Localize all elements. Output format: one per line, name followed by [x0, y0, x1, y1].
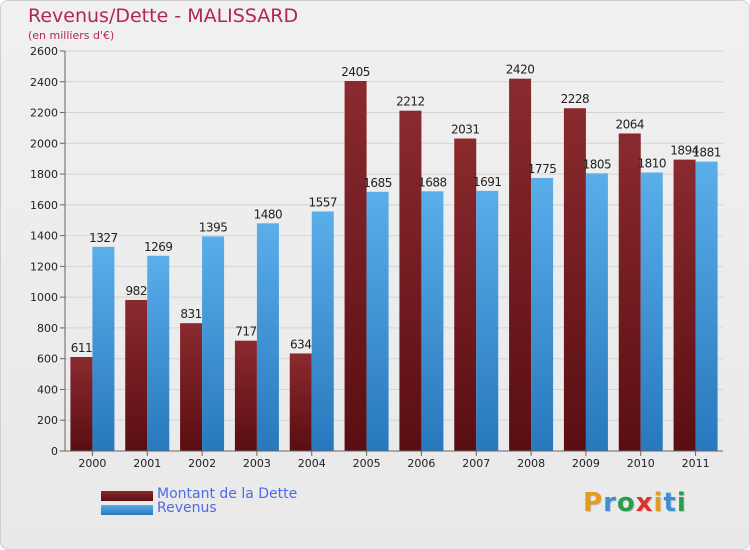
bar-revenus	[695, 161, 718, 451]
y-tick-label: 1600	[30, 199, 58, 212]
y-tick-label: 1000	[30, 291, 58, 304]
legend-swatch-dette	[101, 491, 153, 501]
y-tick-label: 2000	[30, 137, 58, 150]
bar-dette	[344, 81, 367, 451]
bar-revenus	[531, 177, 554, 451]
y-tick-label: 0	[51, 445, 58, 458]
x-tick-label: 2011	[682, 457, 710, 470]
x-tick-label: 2005	[353, 457, 381, 470]
bar-revenus	[147, 255, 170, 451]
bar-dette	[70, 357, 93, 451]
bar-revenus	[311, 211, 334, 451]
data-label-revenus: 1327	[89, 231, 118, 245]
logo-letter: P	[583, 488, 604, 518]
x-tick-label: 2003	[243, 457, 271, 470]
bar-revenus	[366, 191, 389, 451]
data-label-dette: 2228	[561, 92, 590, 106]
x-tick-label: 2008	[517, 457, 545, 470]
bar-dette	[234, 340, 257, 451]
bar-dette	[454, 138, 477, 452]
y-tick-label: 600	[37, 353, 58, 366]
x-tick-label: 2006	[407, 457, 435, 470]
data-label-revenus: 1691	[473, 175, 502, 189]
bar-revenus	[421, 191, 444, 452]
y-tick-label: 2200	[30, 107, 58, 120]
chart-title: Revenus/Dette - MALISSARD	[28, 5, 299, 27]
data-label-revenus: 1557	[308, 195, 337, 209]
data-label-dette: 2420	[506, 63, 535, 77]
logo-letter: t	[663, 488, 677, 518]
proxiti-logo: Proxiti	[583, 488, 687, 518]
y-tick-label: 200	[37, 414, 58, 427]
logo-letter: r	[603, 488, 617, 518]
data-label-revenus: 1881	[692, 146, 721, 160]
data-label-dette: 634	[290, 337, 311, 351]
y-axis: 0 200 400 600 800 1000 1200 1400 1600 1800 2000 220…	[30, 45, 66, 458]
legend-swatch-revenus	[101, 505, 153, 515]
bar-dette	[509, 78, 532, 451]
bar-revenus	[256, 223, 279, 451]
logo-letter: x	[635, 488, 654, 518]
data-label-revenus: 1805	[583, 157, 612, 171]
data-label-revenus: 1775	[528, 162, 557, 176]
logo-letter: i	[653, 488, 664, 518]
bar-revenus	[92, 246, 115, 451]
bar-revenus	[476, 190, 499, 451]
data-label-dette: 982	[126, 284, 147, 298]
data-label-dette: 2064	[615, 117, 644, 131]
data-label-revenus: 1685	[363, 176, 392, 190]
data-label-dette: 2212	[396, 95, 425, 109]
data-label-dette: 2405	[341, 65, 370, 79]
data-label-revenus: 1810	[637, 157, 666, 171]
bar-dette	[563, 108, 586, 451]
x-tick-label: 2010	[627, 457, 655, 470]
bar-dette	[673, 159, 696, 451]
bars: 611 1327 982 1269 831 1395 717 1480 634 1557 2405 1…	[70, 63, 721, 452]
data-label-revenus: 1395	[199, 220, 228, 234]
y-tick-label: 1800	[30, 168, 58, 181]
bar-revenus	[202, 236, 225, 451]
y-tick-label: 1200	[30, 260, 58, 273]
y-tick-label: 1400	[30, 230, 58, 243]
data-label-dette: 2031	[451, 123, 480, 137]
y-tick-label: 2400	[30, 76, 58, 89]
logo-letter: i	[676, 488, 687, 518]
chart-subtitle: (en milliers d'€)	[28, 29, 115, 42]
legend-label-revenus: Revenus	[157, 500, 217, 516]
x-tick-label: 2000	[78, 457, 106, 470]
data-label-dette: 831	[180, 307, 201, 321]
data-label-dette: 611	[71, 341, 92, 355]
logo-letter: o	[616, 488, 636, 518]
bar-dette	[289, 353, 312, 451]
data-label-revenus: 1269	[144, 240, 173, 254]
bar-dette	[618, 133, 641, 451]
x-tick-label: 2007	[462, 457, 490, 470]
data-label-dette: 1894	[670, 144, 699, 158]
data-label-dette: 717	[235, 325, 256, 339]
bar-dette	[399, 110, 422, 451]
grid-lines	[65, 50, 723, 452]
y-tick-label: 800	[37, 322, 58, 335]
x-tick-label: 2001	[133, 457, 161, 470]
x-tick-label: 2002	[188, 457, 216, 470]
bar-dette	[180, 323, 203, 451]
bar-revenus	[640, 172, 663, 452]
y-tick-label: 2600	[30, 45, 58, 58]
x-tick-label: 2009	[572, 457, 600, 470]
x-tick-label: 2004	[298, 457, 326, 470]
bar-revenus	[585, 173, 608, 452]
legend-label-dette: Montant de la Dette	[157, 486, 298, 502]
x-axis: 2000 2001 2002 2003 2004 2005 2006 2007 2008 2009…	[65, 450, 723, 470]
bar-dette	[125, 299, 148, 451]
data-label-revenus: 1480	[254, 207, 283, 221]
y-tick-label: 400	[37, 383, 58, 396]
data-label-revenus: 1688	[418, 175, 447, 189]
